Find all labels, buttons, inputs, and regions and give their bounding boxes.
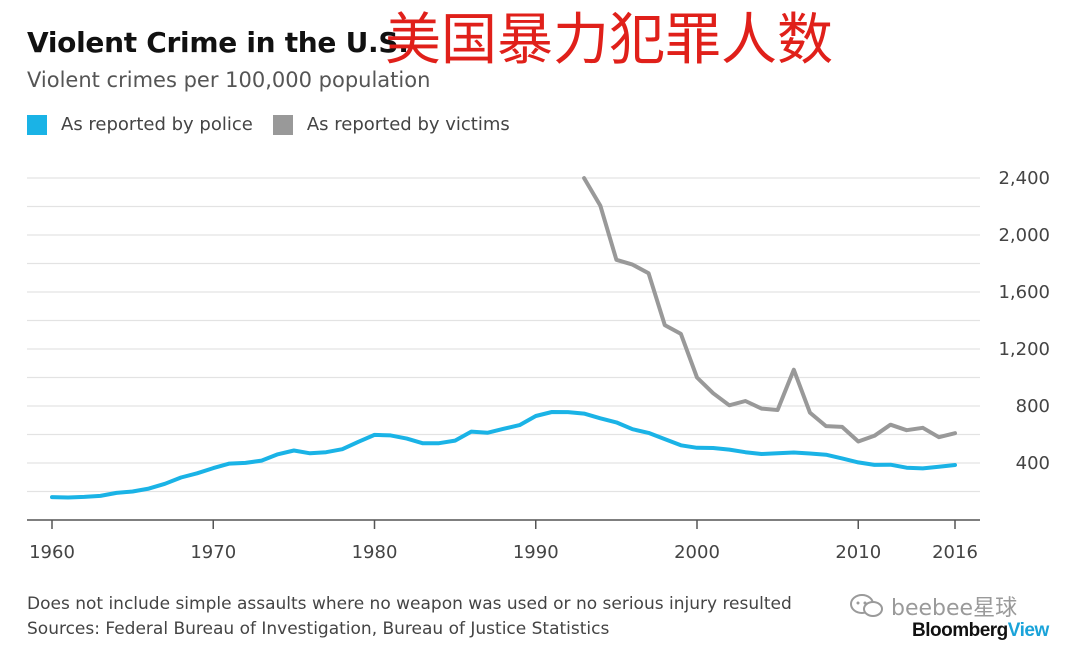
chat-bubbles-icon xyxy=(850,594,883,617)
sources-note: Sources: Federal Bureau of Investigation… xyxy=(27,619,610,639)
y-tick-label: 1,600 xyxy=(998,282,1050,303)
y-tick-label: 800 xyxy=(1016,396,1050,417)
x-tick-label: 2010 xyxy=(835,542,881,563)
chart-subtitle: Violent crimes per 100,000 population xyxy=(27,68,431,92)
brand-logo: BloombergView xyxy=(912,620,1049,642)
footnote: Does not include simple assaults where n… xyxy=(27,594,792,614)
legend-item-police: As reported by police xyxy=(27,114,253,135)
series-line-victims xyxy=(582,176,957,444)
legend-item-victims: As reported by victims xyxy=(272,114,510,135)
brand-main: Bloomberg xyxy=(912,620,1008,641)
legend-label-victims: As reported by victims xyxy=(306,114,510,135)
legend: As reported by police As reported by vic… xyxy=(27,114,530,135)
series-line-police xyxy=(50,410,957,500)
x-tick-label: 1960 xyxy=(29,542,75,563)
y-tick-label: 400 xyxy=(1016,453,1050,474)
brand-accent: View xyxy=(1007,620,1049,641)
x-tick-label: 2016 xyxy=(932,542,978,563)
x-tick-label: 2000 xyxy=(674,542,720,563)
watermark-text: beebee星球 xyxy=(891,596,1018,621)
y-tick-label: 1,200 xyxy=(998,339,1050,360)
x-tick-label: 1980 xyxy=(352,542,398,563)
watermark: beebee星球 xyxy=(845,590,1022,622)
chart-title: Violent Crime in the U.S. xyxy=(27,26,409,59)
legend-swatch-victims xyxy=(272,114,293,135)
x-tick-label: 1990 xyxy=(513,542,559,563)
legend-swatch-police xyxy=(27,114,47,135)
y-tick-label: 2,400 xyxy=(998,168,1050,189)
chinese-overlay-caption: 美国暴力犯罪人数 xyxy=(385,8,833,73)
x-tick-label: 1970 xyxy=(190,542,236,563)
y-tick-label: 2,000 xyxy=(998,225,1050,246)
legend-label-police: As reported by police xyxy=(61,114,253,135)
